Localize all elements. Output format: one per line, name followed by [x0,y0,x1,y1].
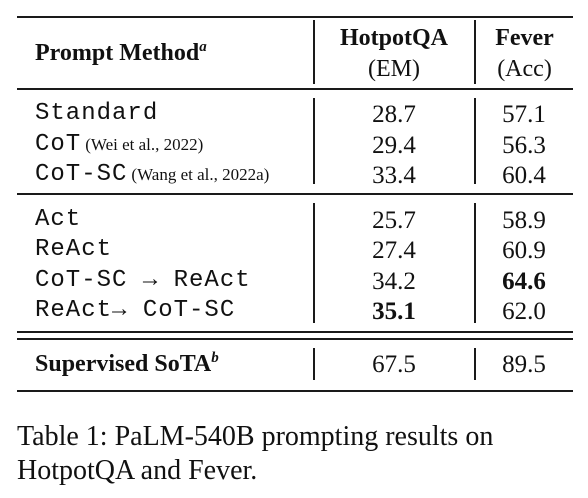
row-standard-method: Standard [35,102,158,126]
row-cot-method: CoT (Wei et al., 2022) [35,133,203,157]
header-rule [17,88,573,90]
method-name: CoT [35,131,82,158]
method-citation: (Wang et al., 2022a) [131,165,270,184]
top-rule [17,16,573,18]
row-cot-sc-method: CoT-SC (Wang et al., 2022a) [35,163,269,187]
sota-col-sep-2 [474,348,476,380]
sota-col-sep-1 [313,348,315,380]
row-react-hotpotqa: 27.4 [372,237,416,264]
group1-col-sep-1 [313,98,315,184]
row-standard-hotpotqa: 28.7 [372,101,416,128]
sota-double-rule-2 [17,338,573,340]
header-hotpotqa-metric: (EM) [368,56,420,82]
group-rule [17,193,573,195]
method-name: Standard [35,100,159,127]
group2-col-sep-2 [474,203,476,323]
header-prompt-method-label: Prompt Method [35,40,200,66]
method-name: ReAct→ CoT-SC [35,297,236,324]
method-name: Act [35,206,82,233]
row-cot-sc-fever: 60.4 [502,162,546,189]
row-react-cot-sc-hotpotqa: 35.1 [372,298,416,325]
row-cot-sc-react-hotpotqa: 34.2 [372,268,416,295]
sota-footnote-b: b [211,350,219,366]
row-cot-sc-react-method: CoT-SC → ReAct [35,269,251,293]
method-name: CoT-SC → ReAct [35,267,251,294]
row-act-method: Act [35,208,81,232]
header-col-sep-1 [313,20,315,84]
row-sota-hotpotqa: 67.5 [372,351,416,378]
table-caption: Table 1: PaLM-540B prompting results on … [17,421,494,486]
row-sota-method: Supervised SoTAb [35,350,219,377]
row-sota-fever: 89.5 [502,351,546,378]
sota-label: Supervised SoTA [35,351,212,377]
row-cot-sc-react-fever: 64.6 [502,268,546,295]
header-col-sep-2 [474,20,476,84]
header-hotpotqa: HotpotQA [340,25,448,51]
header-footnote-a: a [199,39,207,55]
row-standard-fever: 57.1 [502,101,546,128]
row-react-method: ReAct [35,238,112,262]
row-react-cot-sc-method: ReAct→ CoT-SC [35,299,235,323]
method-citation: (Wei et al., 2022) [85,135,204,154]
method-name: ReAct [35,236,113,263]
group1-col-sep-2 [474,98,476,184]
row-react-fever: 60.9 [502,237,546,264]
row-cot-hotpotqa: 29.4 [372,132,416,159]
results-table: Prompt Methoda HotpotQA (EM) Fever (Acc)… [17,16,573,392]
header-fever-metric: (Acc) [497,56,552,82]
method-name: CoT-SC [35,161,128,188]
row-cot-sc-hotpotqa: 33.4 [372,162,416,189]
row-react-cot-sc-fever: 62.0 [502,298,546,325]
sota-double-rule-1 [17,331,573,333]
group2-col-sep-1 [313,203,315,323]
row-act-hotpotqa: 25.7 [372,207,416,234]
bottom-rule [17,390,573,392]
header-prompt-method: Prompt Methoda [35,39,207,66]
header-fever: Fever [495,25,554,51]
row-act-fever: 58.9 [502,207,546,234]
row-cot-fever: 56.3 [502,132,546,159]
